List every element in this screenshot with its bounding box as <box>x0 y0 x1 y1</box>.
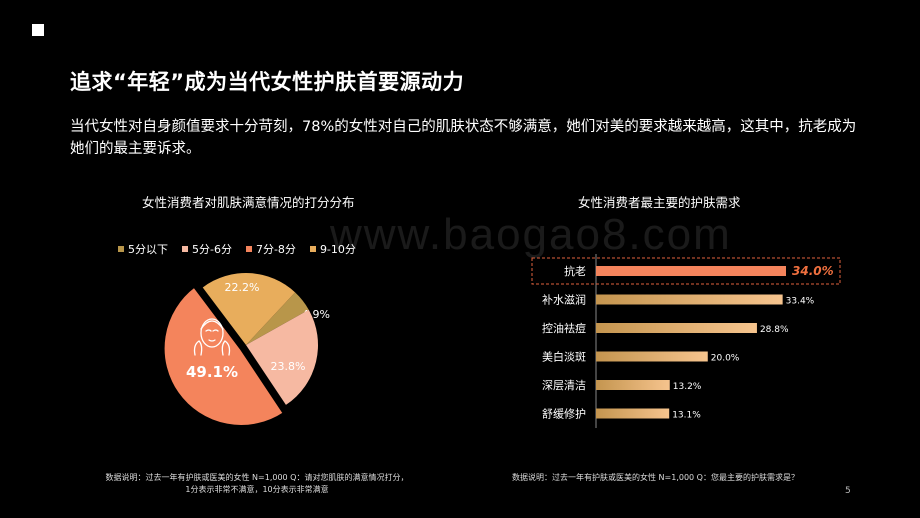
pie-slice-label: 49.1% <box>186 363 238 381</box>
legend-label: 7分-8分 <box>255 243 296 256</box>
bar-value-label: 13.2% <box>673 382 702 392</box>
face-icon <box>193 318 231 356</box>
legend-swatch <box>182 246 188 252</box>
bar-category-label: 补水滋润 <box>542 293 586 307</box>
bar-value-label: 20.0% <box>711 354 740 364</box>
page-number: 5 <box>845 486 851 496</box>
legend-label: 5分以下 <box>128 243 168 256</box>
pie-slice <box>202 273 296 345</box>
bar <box>596 380 670 390</box>
legend-item: 9-10分 <box>309 241 356 257</box>
bar <box>596 266 786 276</box>
bar <box>596 351 708 362</box>
bar-category-label: 深层清洁 <box>542 379 586 392</box>
bar-value-label: 34.0% <box>792 264 834 278</box>
intro-text: 当代女性对自身颜值要求十分苛刻，78%的女性对自己的肌肤状态不够满意，她们对美的… <box>70 119 857 157</box>
bar-category-label: 美白淡斑 <box>542 350 586 364</box>
pie-slice-label: 4.9% <box>302 308 330 321</box>
bar-category-label: 抗老 <box>564 264 586 278</box>
legend-item: 7分-8分 <box>245 241 296 257</box>
legend-item: 5分以下 <box>118 241 168 257</box>
bar-category-label: 舒缓修护 <box>542 407 586 421</box>
highlight-box <box>531 257 841 285</box>
watermark: www.baogao8.com <box>330 210 732 259</box>
pie-chart-title: 女性消费者对肌肤满意情况的打分分布 <box>142 195 355 210</box>
pie-slice <box>246 309 318 405</box>
legend-item: 5分-6分 <box>182 241 232 257</box>
data-note-right: 数据说明：过去一年有护肤或医美的女性 N=1,000 Q：您最主要的护肤需求是？ <box>512 473 799 482</box>
bar <box>596 294 783 305</box>
data-note-left-line2: 1分表示非常不满意，10分表示非常满意 <box>185 485 329 494</box>
pie-slice <box>246 292 309 345</box>
legend-swatch <box>309 246 316 252</box>
legend-label: 9-10分 <box>319 243 356 256</box>
bar <box>596 408 670 419</box>
bar-chart-title: 女性消费者最主要的护肤需求 <box>578 195 741 210</box>
pie-slice-label: 22.2% <box>225 281 260 294</box>
page-title: 追求“年轻”成为当代女性护肤首要源动力 <box>70 70 465 94</box>
data-note-left-line1: 数据说明：过去一年有护肤或医美的女性 N=1,000 Q：请对您肌肤的满意情况打… <box>105 473 409 482</box>
bar-value-label: 33.4% <box>786 297 815 307</box>
bar <box>596 323 757 333</box>
data-note-left: 数据说明：过去一年有护肤或医美的女性 N=1,000 Q：请对您肌肤的满意情况打… <box>92 472 422 496</box>
legend-swatch <box>118 246 124 252</box>
legend-label: 5分-6分 <box>192 243 232 256</box>
legend-swatch <box>245 246 252 252</box>
bar-category-label: 控油祛痘 <box>542 321 586 335</box>
pie-legend: 5分以下 5分-6分 7分-8分 9-10分 <box>118 241 356 257</box>
bar-value-label: 28.8% <box>760 325 789 335</box>
pie-slice <box>161 284 287 428</box>
corner-square <box>32 24 44 36</box>
bar-value-label: 13.1% <box>672 411 701 421</box>
pie-slice-label: 23.8% <box>271 360 306 373</box>
